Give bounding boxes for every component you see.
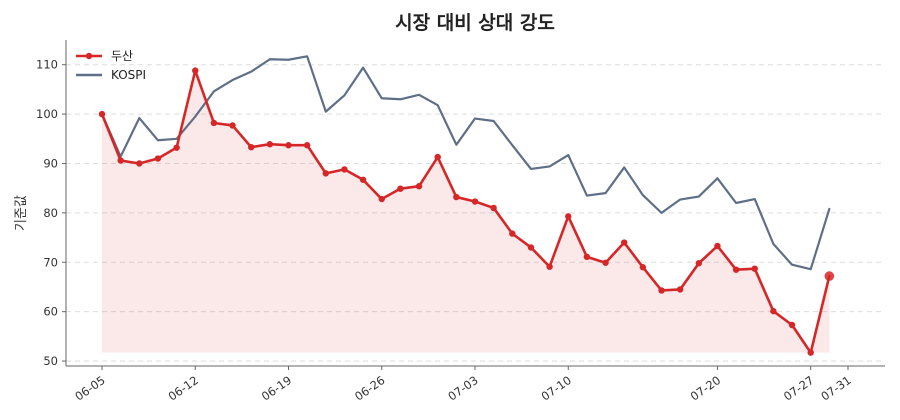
legend-label-5f6f87: KOSPI [111,68,146,82]
x-ticks: 06-05 06-12 06-19 06-26 07-03 07-10 07-20 07-27… [72,366,854,404]
point-d62728-06-12 [192,67,199,74]
point-d62728-06-22 [341,166,348,173]
series-lines [100,55,831,271]
x-tick-label-06-26: 06-26 [352,373,387,404]
point-d62728-06-13 [210,119,218,127]
point-d62728-07-13 [621,239,628,246]
point-d62728-07-05 [509,230,516,237]
x-tick-label-07-03: 07-03 [445,373,480,404]
legend-marker-d62728 [85,52,93,60]
point-d62728-06-14 [229,122,236,129]
y-axis-label: 기준값 [14,195,29,231]
area-fills [102,70,830,353]
point-d62728-07-25 [770,307,777,315]
point-d62728-06-09 [173,144,180,151]
point-d62728-07-04 [490,204,497,212]
point-d62728-07-07 [546,263,553,270]
point-d62728-07-12 [602,259,609,266]
point-d62728-06-21 [322,170,329,177]
point-d62728-06-28 [415,183,423,190]
legend-label-d62728: 두산 [111,49,133,63]
point-d62728-07-26 [788,321,796,329]
point-d62728-07-27 [807,349,814,356]
point-d62728-06-27 [397,185,404,192]
point-d62728-07-03 [471,198,479,205]
y-tick-label-110: 110 [36,58,58,72]
point-d62728-06-20 [303,142,311,149]
x-tick-label-07-31: 07-31 [818,373,853,404]
point-d62728-06-15 [248,143,255,151]
point-d62728-07-10 [565,213,572,220]
point-d62728-07-24 [751,265,758,272]
point-d62728-07-06 [527,244,535,251]
y-tick-label-80: 80 [43,206,58,220]
x-tick-label-06-05: 06-05 [72,373,107,404]
series-line-5f6f87 [100,55,831,271]
point-d62728-06-16 [266,141,274,148]
y-tick-label-100: 100 [36,107,58,121]
y-tick-label-60: 60 [43,305,58,319]
point-d62728-06-23 [359,176,367,183]
point-d62728-07-17 [658,287,665,294]
y-tick-label-90: 90 [43,156,58,170]
y-tick-label-50: 50 [43,354,58,368]
chart-title: 시장 대비 상대 강도 [395,12,555,34]
legend: 두산 KOSPI [76,49,146,82]
area-fill-d62728 [102,70,830,353]
point-d62728-07-19 [695,260,702,267]
x-tick-label-07-27: 07-27 [781,373,816,404]
point-d62728-06-30 [453,193,460,201]
point-d62728-06-07 [136,160,143,167]
x-tick-label-07-10: 07-10 [539,373,574,404]
point-d62728-06-05 [98,110,106,118]
x-tick-label-06-12: 06-12 [166,373,201,404]
point-d62728-07-18 [676,286,684,293]
series-line-d62728 [100,69,831,354]
point-d62728-07-21 [732,266,740,273]
point-d62728-06-08 [154,155,162,162]
point-d62728-06-29 [434,153,441,161]
point-d62728-06-26 [378,195,385,203]
point-d62728-06-19 [285,142,292,149]
gridlines [66,64,885,362]
point-d62728-07-28 [824,271,835,281]
point-d62728-06-06 [117,157,124,164]
point-d62728-07-11 [583,253,591,261]
x-tick-label-06-19: 06-19 [259,373,294,404]
x-tick-label-07-20: 07-20 [688,373,723,404]
point-d62728-07-14 [639,264,647,271]
y-ticks: 50 60 70 80 90 100 110 [36,58,66,368]
y-tick-label-70: 70 [43,255,58,269]
point-d62728-07-20 [714,242,721,250]
series-markers [98,67,835,356]
